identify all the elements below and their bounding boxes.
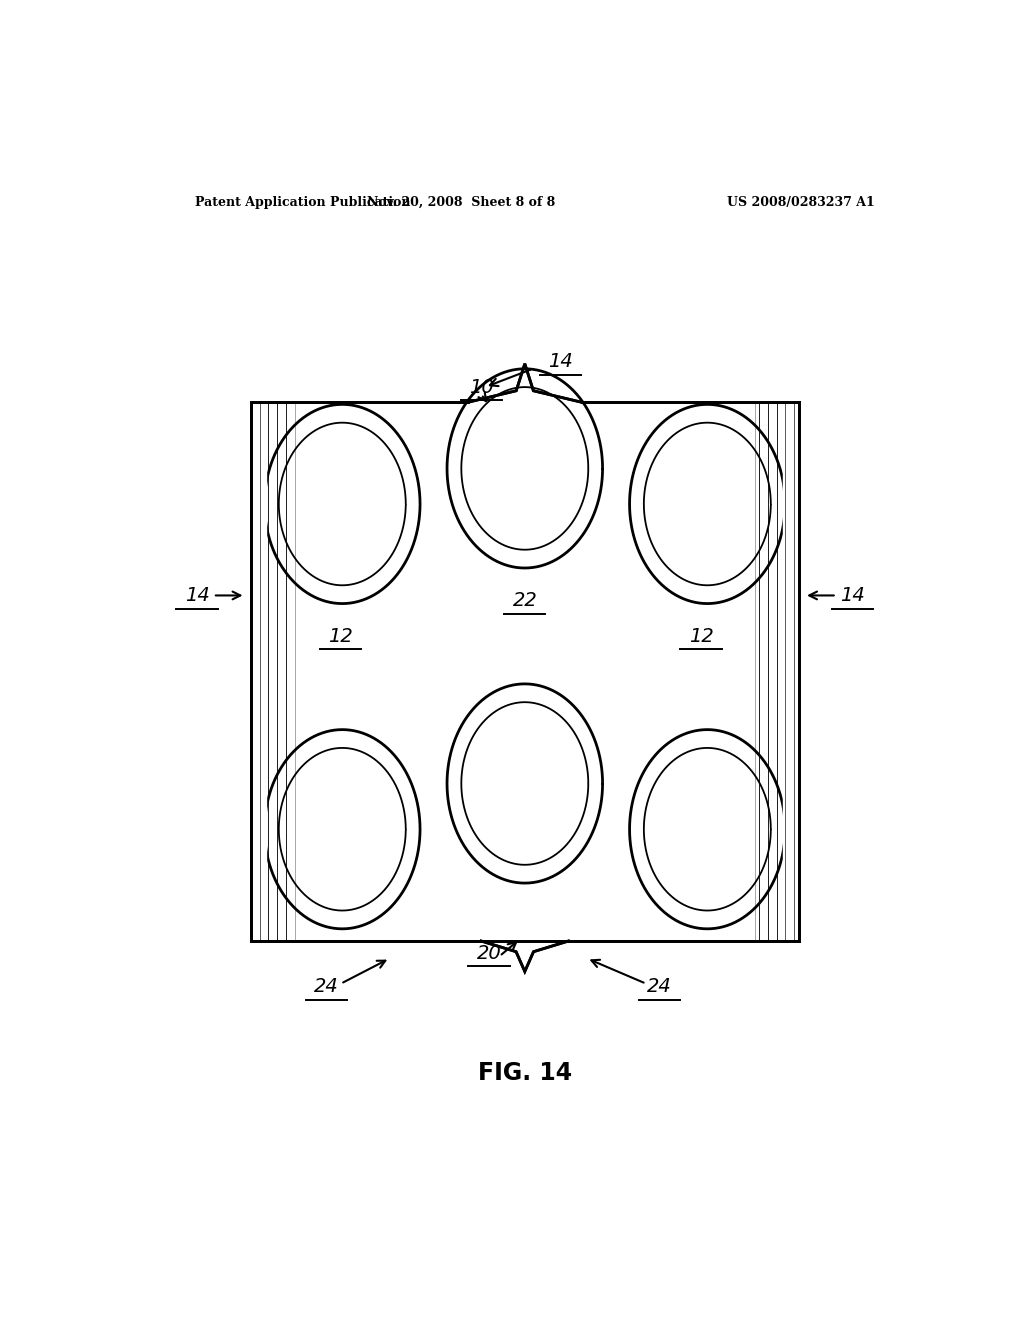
- Text: 14: 14: [548, 352, 572, 371]
- Text: 14: 14: [840, 586, 865, 605]
- Text: 12: 12: [329, 627, 353, 645]
- Text: 12: 12: [688, 627, 714, 645]
- Text: 22: 22: [512, 591, 538, 610]
- Text: FIG. 14: FIG. 14: [478, 1061, 571, 1085]
- Text: 10: 10: [469, 378, 494, 396]
- Text: 24: 24: [647, 977, 672, 997]
- Text: Nov. 20, 2008  Sheet 8 of 8: Nov. 20, 2008 Sheet 8 of 8: [368, 195, 555, 209]
- Text: 14: 14: [184, 586, 210, 605]
- Text: 20: 20: [477, 944, 502, 962]
- Text: US 2008/0283237 A1: US 2008/0283237 A1: [727, 195, 874, 209]
- Text: Patent Application Publication: Patent Application Publication: [196, 195, 411, 209]
- Text: 24: 24: [314, 977, 339, 997]
